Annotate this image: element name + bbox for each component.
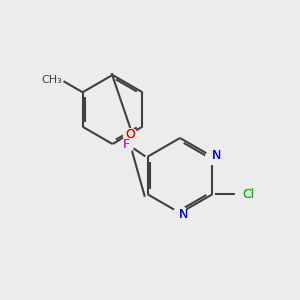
Text: N: N — [212, 149, 221, 162]
Text: F: F — [123, 138, 130, 151]
Text: Cl: Cl — [242, 188, 254, 201]
Text: Cl: Cl — [242, 188, 254, 201]
Text: O: O — [125, 128, 135, 141]
Text: F: F — [123, 138, 130, 151]
Text: N: N — [178, 208, 188, 221]
Text: CH₃: CH₃ — [41, 75, 62, 85]
Text: N: N — [178, 208, 188, 221]
Text: O: O — [125, 128, 135, 141]
Text: N: N — [212, 149, 221, 162]
